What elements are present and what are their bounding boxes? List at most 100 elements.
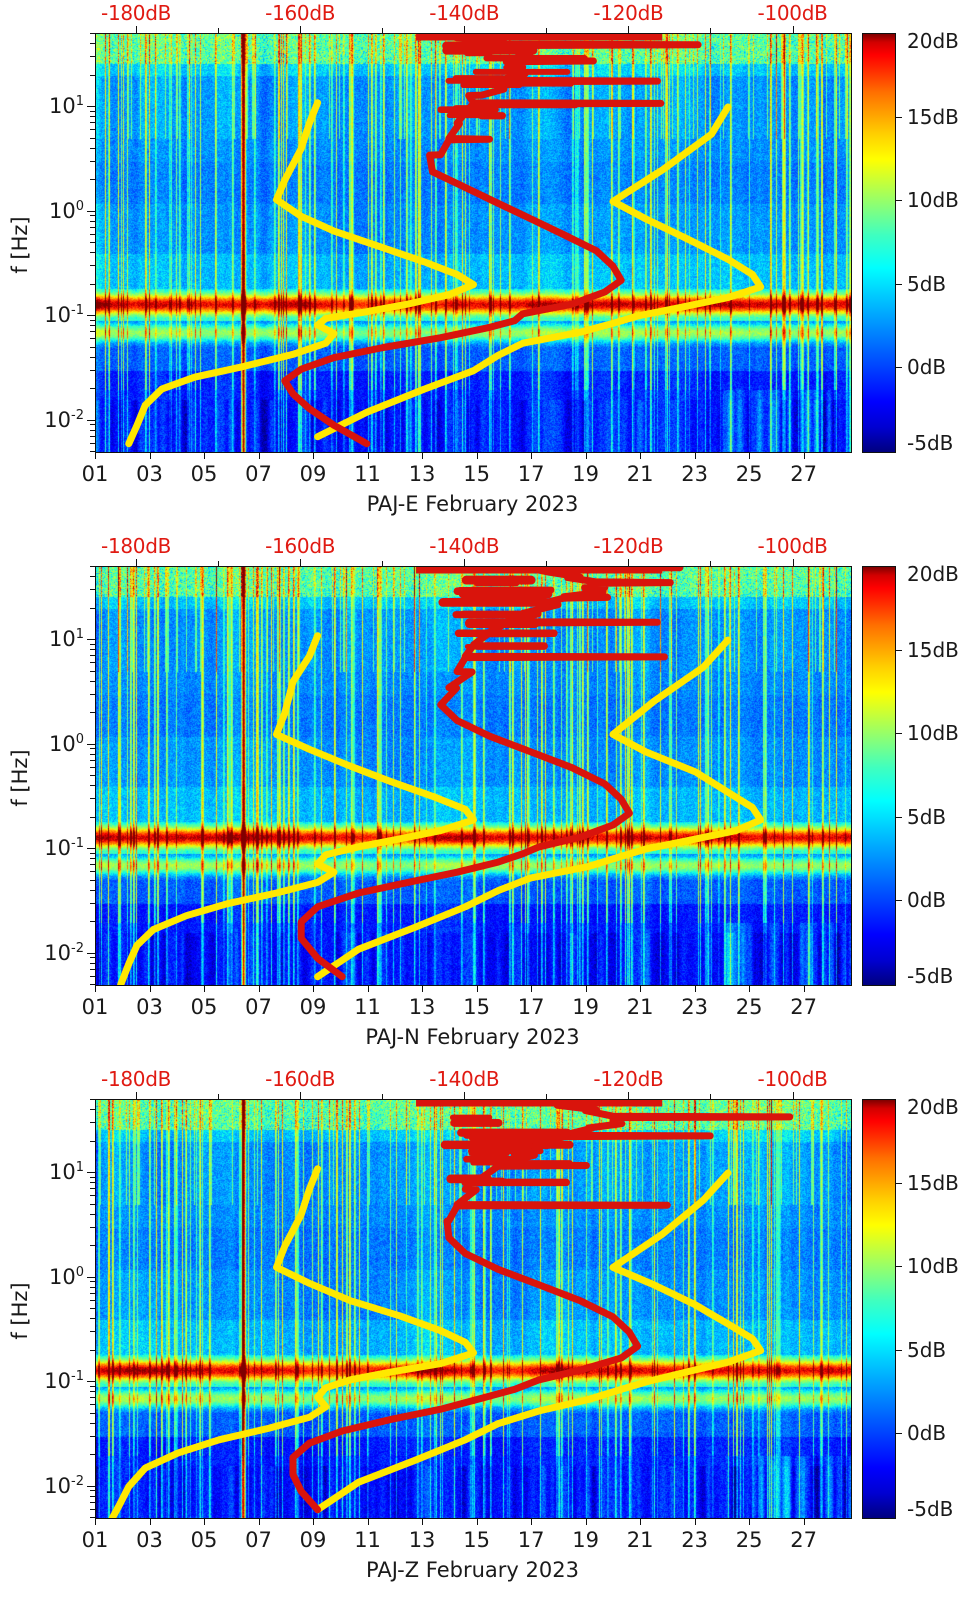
day-axis-tick bbox=[640, 985, 642, 992]
top-db-axis-1: -180dB -160dB -140dB -120dB -100dB bbox=[95, 0, 850, 33]
frequency-axis-minor-tick bbox=[90, 879, 95, 881]
spectrogram-plot-paj-e[interactable] bbox=[95, 33, 852, 453]
top-axis-tick bbox=[792, 559, 794, 566]
colorbar-gradient bbox=[862, 1099, 896, 1519]
top-axis-minor-tick bbox=[382, 1094, 384, 1099]
colorbar-label: 0dB bbox=[907, 888, 947, 913]
frequency-axis-minor-tick bbox=[90, 759, 95, 761]
frequency-axis-minor-tick bbox=[90, 1245, 95, 1247]
top-db-axis-2: -180dB -160dB -140dB -120dB -100dB bbox=[95, 533, 850, 566]
frequency-axis-minor-tick bbox=[90, 56, 95, 58]
day-axis-label: 27 bbox=[790, 1528, 818, 1552]
colorbar-tick bbox=[895, 900, 902, 902]
frequency-axis-minor-tick bbox=[90, 1195, 95, 1197]
frequency-axis-minor-tick bbox=[90, 1176, 95, 1178]
frequency-axis-minor-tick bbox=[90, 388, 95, 390]
frequency-axis-minor-tick bbox=[90, 116, 95, 118]
day-axis-tick bbox=[258, 985, 260, 992]
frequency-axis-label: 10-2 bbox=[44, 940, 84, 965]
frequency-axis-label: 100 bbox=[48, 731, 84, 756]
top-axis-minor-tick bbox=[218, 1094, 220, 1099]
day-axis-label: 17 bbox=[517, 462, 545, 486]
frequency-axis-minor-tick bbox=[90, 1213, 95, 1215]
day-axis-tick bbox=[422, 985, 424, 992]
frequency-axis-tick bbox=[87, 210, 95, 212]
day-axis-tick bbox=[422, 1518, 424, 1525]
frequency-axis-minor-tick bbox=[90, 662, 95, 664]
day-axis-1: 01 03 05 07 09 11 13 15 17 19 21 23 25 27 bbox=[82, 452, 850, 492]
frequency-axis-minor-tick bbox=[90, 649, 95, 651]
frequency-axis-minor-tick bbox=[90, 655, 95, 657]
colorbar-label: 5dB bbox=[907, 271, 947, 296]
top-axis-tick bbox=[628, 1092, 630, 1099]
top-axis-label: -160dB bbox=[265, 1067, 336, 1091]
frequency-axis-minor-tick bbox=[90, 220, 95, 222]
day-axis-2: 01 03 05 07 09 11 13 15 17 19 21 23 25 27 bbox=[82, 985, 850, 1025]
frequency-axis-tick bbox=[87, 106, 95, 108]
frequency-axis-minor-tick bbox=[90, 1517, 95, 1518]
colorbar-3: 20dB 15dB 10dB 5dB 0dB -5dB bbox=[862, 1095, 962, 1521]
frequency-axis-label: 10-1 bbox=[44, 1369, 84, 1394]
day-axis-tick bbox=[803, 1518, 805, 1525]
frequency-axis-minor-tick bbox=[90, 43, 95, 45]
day-axis-tick bbox=[531, 1518, 533, 1525]
colorbar-2: 20dB 15dB 10dB 5dB 0dB -5dB bbox=[862, 562, 962, 988]
frequency-axis-minor-tick bbox=[90, 766, 95, 768]
top-axis-label: -140dB bbox=[429, 534, 500, 558]
frequency-axis-minor-tick bbox=[90, 1422, 95, 1424]
spectrogram-image-paj-z bbox=[96, 1100, 851, 1518]
top-db-axis-3: -180dB -160dB -140dB -120dB -100dB bbox=[95, 1066, 850, 1099]
frequency-axis-minor-tick bbox=[90, 871, 95, 873]
day-axis-tick bbox=[204, 985, 206, 992]
colorbar-tick bbox=[895, 733, 902, 735]
day-axis-label: 17 bbox=[517, 995, 545, 1019]
frequency-axis-minor-tick bbox=[90, 1331, 95, 1333]
frequency-axis-minor-tick bbox=[90, 858, 95, 860]
frequency-axis-label: 10-1 bbox=[44, 303, 84, 328]
day-axis-label: 23 bbox=[681, 462, 708, 486]
frequency-axis-minor-tick bbox=[90, 1203, 95, 1205]
top-axis-tick bbox=[792, 1092, 794, 1099]
frequency-axis-3: 101 100 10-1 10-2 bbox=[40, 1099, 95, 1518]
day-axis-label: 27 bbox=[790, 462, 818, 486]
top-axis-tick bbox=[136, 559, 138, 566]
frequency-axis-minor-tick bbox=[90, 1122, 95, 1124]
frequency-axis-minor-tick bbox=[90, 798, 95, 800]
colorbar-tick bbox=[895, 1266, 902, 1268]
day-axis-tick bbox=[258, 1518, 260, 1525]
frequency-axis-minor-tick bbox=[90, 1501, 95, 1503]
frequency-axis-minor-tick bbox=[90, 331, 95, 333]
panel-paj-e: -180dB -160dB -140dB -120dB -100dB f [Hz] 10… bbox=[0, 0, 962, 533]
frequency-axis-minor-tick bbox=[90, 1299, 95, 1301]
frequency-axis-label: 10-2 bbox=[44, 1473, 84, 1498]
frequency-axis-minor-tick bbox=[90, 902, 95, 904]
frequency-axis-minor-tick bbox=[90, 889, 95, 891]
frequency-axis-label: 101 bbox=[48, 1160, 84, 1185]
colorbar-label: 0dB bbox=[907, 1421, 947, 1446]
spectrogram-image-paj-e bbox=[96, 34, 851, 452]
frequency-axis-minor-tick bbox=[90, 1391, 95, 1393]
day-axis-tick bbox=[640, 1518, 642, 1525]
top-axis-label: -180dB bbox=[101, 534, 172, 558]
frequency-axis-tick bbox=[87, 1276, 95, 1278]
day-axis-tick bbox=[640, 452, 642, 459]
panel-caption: PAJ-N February 2023 bbox=[365, 1025, 580, 1049]
spectrogram-plot-paj-n[interactable] bbox=[95, 566, 852, 986]
day-axis-tick bbox=[149, 1518, 151, 1525]
frequency-axis-minor-tick bbox=[90, 325, 95, 327]
frequency-axis-minor-tick bbox=[90, 122, 95, 124]
panel-paj-n: -180dB -160dB -140dB -120dB -100dB f [Hz] 10… bbox=[0, 533, 962, 1066]
frequency-axis-minor-tick bbox=[90, 233, 95, 235]
day-axis-tick bbox=[749, 1518, 751, 1525]
frequency-axis-minor-tick bbox=[90, 346, 95, 348]
y-axis-label-wrap-2: f [Hz] bbox=[8, 566, 32, 984]
day-axis-label: 17 bbox=[517, 1528, 545, 1552]
frequency-axis-minor-tick bbox=[90, 1397, 95, 1399]
spectrogram-plot-paj-z[interactable] bbox=[95, 1099, 852, 1519]
day-axis-tick bbox=[694, 985, 696, 992]
frequency-axis-minor-tick bbox=[90, 252, 95, 254]
frequency-axis-tick bbox=[87, 1381, 95, 1383]
frequency-axis-minor-tick bbox=[90, 1495, 95, 1497]
day-axis-tick bbox=[95, 452, 96, 459]
